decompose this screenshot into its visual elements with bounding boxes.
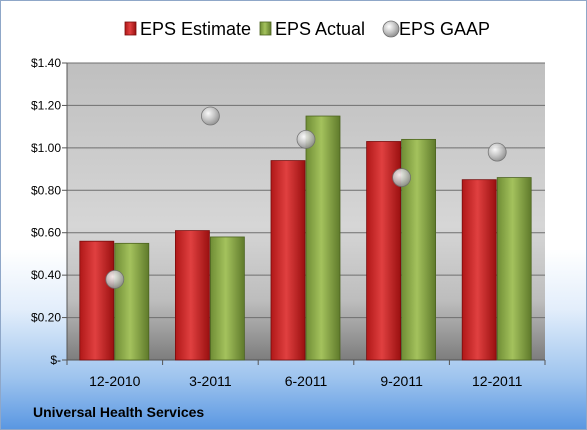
marker-eps-gaap: [392, 168, 412, 187]
y-tick-label: $1.20: [31, 98, 61, 112]
x-tick-label: 3-2011: [189, 373, 232, 389]
y-tick-label: $1.40: [31, 56, 61, 70]
marker-eps-gaap: [200, 106, 220, 126]
x-tick-label: 12-2011: [472, 373, 523, 389]
y-tick-label: $1.00: [31, 141, 61, 155]
bar-eps-actual: [209, 236, 245, 361]
marker-eps-gaap: [487, 142, 507, 162]
bar-eps-actual: [114, 242, 150, 361]
legend-swatch: [259, 21, 272, 36]
legend-label: EPS Estimate: [140, 19, 251, 39]
y-tick-label: $0.80: [31, 183, 61, 197]
marker-eps-gaap: [296, 129, 316, 149]
legend-label: EPS GAAP: [399, 19, 490, 39]
y-tick-label: $0.40: [31, 268, 61, 282]
legend-swatch: [382, 20, 400, 38]
bar-eps-actual: [305, 115, 341, 361]
y-tick-label: $0.60: [31, 226, 61, 240]
bar-eps-actual: [496, 177, 532, 361]
x-tick-label: 9-2011: [380, 373, 423, 389]
bar-eps-estimate: [174, 230, 210, 361]
company-name: Universal Health Services: [33, 404, 205, 420]
bar-eps-estimate: [79, 240, 115, 361]
x-tick-label: 6-2011: [285, 373, 328, 389]
x-tick-label: 12-2010: [89, 373, 141, 389]
legend-swatch: [124, 21, 137, 36]
legend-label: EPS Actual: [275, 19, 365, 39]
bar-eps-estimate: [270, 160, 306, 361]
y-tick-label: $-: [50, 353, 61, 367]
bar-eps-estimate: [461, 179, 497, 361]
y-tick-label: $0.20: [31, 311, 61, 325]
marker-eps-gaap: [105, 269, 125, 289]
